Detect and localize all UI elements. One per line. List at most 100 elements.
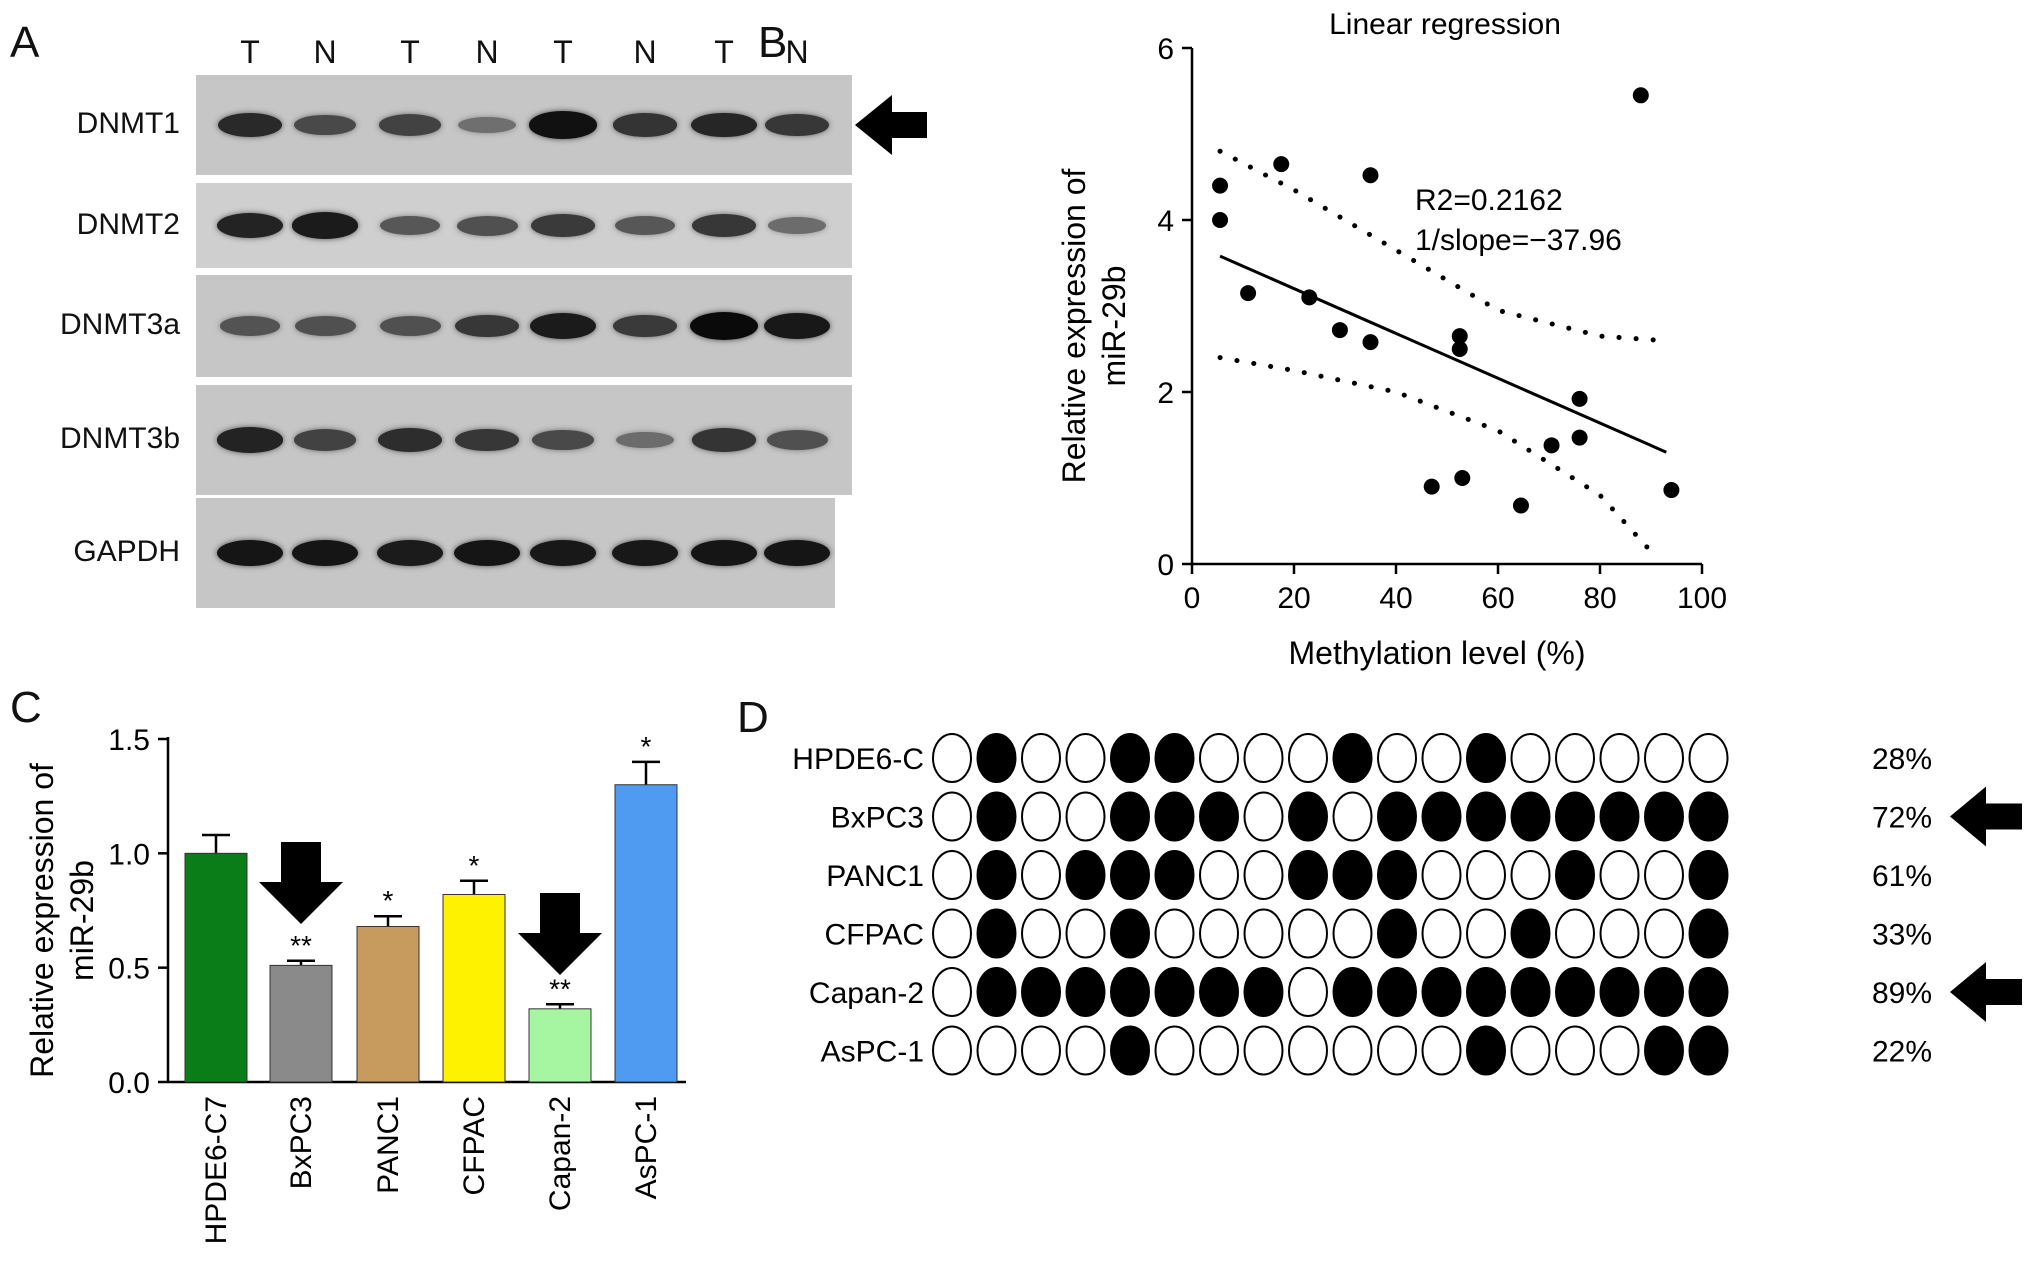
blot-band — [217, 427, 283, 453]
blot-band — [690, 539, 758, 567]
unmethylated-site — [1154, 908, 1195, 959]
blot-band — [453, 539, 521, 567]
methylated-site — [1110, 791, 1150, 842]
blot-band — [379, 215, 441, 236]
protein-label: DNMT3b — [59, 422, 180, 455]
methylated-site — [1688, 908, 1729, 959]
protein-label: DNMT1 — [76, 107, 180, 140]
unmethylated-site — [1243, 1025, 1284, 1076]
methylation-percent: 22% — [1872, 1036, 1932, 1069]
y-tick-label: 0 — [1157, 549, 1174, 582]
data-point — [1212, 177, 1229, 194]
protein-label: GAPDH — [73, 535, 180, 568]
unmethylated-site — [1644, 733, 1684, 783]
blot-band — [613, 314, 677, 338]
bar-aspc-1 — [614, 784, 678, 1083]
methylated-site — [1199, 791, 1239, 842]
methylated-site — [1110, 733, 1150, 783]
methylated-site — [1688, 791, 1729, 842]
r2-annotation: R2=0.2162 — [1415, 184, 1563, 217]
methylated-site — [976, 791, 1017, 842]
blot-band — [766, 430, 828, 450]
methylated-site — [976, 850, 1017, 900]
unmethylated-site — [1065, 1025, 1106, 1076]
y-tick-label: 4 — [1157, 205, 1174, 238]
data-point — [1331, 322, 1348, 339]
blot-band — [455, 428, 519, 452]
blot-band — [763, 539, 831, 567]
blot-band — [293, 429, 357, 451]
unmethylated-site — [1555, 1025, 1595, 1076]
unmethylated-site — [1332, 1025, 1373, 1076]
significance-label: * — [469, 850, 480, 881]
blot-band — [219, 316, 281, 336]
data-point — [1451, 328, 1468, 345]
ci-lower-band — [1217, 355, 1659, 560]
significance-label: ** — [549, 973, 571, 1004]
blot-band — [458, 116, 516, 134]
blot-band — [531, 214, 595, 237]
unmethylated-site — [1288, 733, 1328, 783]
y-tick-label: 1.0 — [108, 838, 150, 871]
blot-band — [532, 429, 594, 451]
unmethylated-site — [1154, 1025, 1195, 1076]
blot-band — [377, 428, 443, 452]
cell-line-label: AsPC-1 — [821, 1036, 924, 1069]
methylated-site — [1377, 791, 1417, 842]
methylated-site — [1466, 967, 1506, 1017]
protein-label: DNMT2 — [76, 207, 180, 241]
blot-band — [376, 539, 444, 567]
unmethylated-site — [1065, 791, 1106, 842]
blot-band — [455, 314, 519, 338]
data-point — [1454, 470, 1471, 486]
category-label: AsPC-1 — [630, 1096, 663, 1199]
cell-line-label: Capan-2 — [809, 977, 924, 1010]
lane-label-t: T — [240, 34, 260, 70]
blot-band — [611, 539, 679, 567]
x-tick-label: 40 — [1379, 582, 1412, 615]
data-point — [1512, 497, 1529, 514]
blot-band — [690, 312, 758, 340]
panel-letter-c: C — [10, 683, 42, 732]
methylated-site — [1065, 850, 1106, 900]
methylated-site — [1377, 850, 1417, 900]
regression-line — [1219, 254, 1667, 454]
data-point — [1632, 87, 1649, 104]
y-tick-label: 1.5 — [108, 724, 150, 757]
methylated-site — [1199, 967, 1239, 1017]
methylated-site — [1154, 733, 1195, 783]
left-arrow-icon — [1950, 962, 2022, 1022]
blot-band — [691, 112, 757, 138]
unmethylated-site — [1555, 908, 1595, 959]
methylated-site — [1644, 791, 1684, 842]
data-point — [1571, 429, 1588, 446]
methylated-site — [976, 967, 1017, 1017]
unmethylated-site — [1644, 908, 1684, 959]
methylated-site — [976, 908, 1017, 959]
down-arrow-icon — [518, 893, 602, 975]
unmethylated-site — [1021, 791, 1061, 842]
methylated-site — [1110, 908, 1150, 959]
panel-letter-b: B — [758, 18, 788, 67]
x-axis-label: Methylation level (%) — [1289, 635, 1586, 671]
lane-label-t: T — [553, 34, 573, 70]
methylated-site — [1021, 967, 1061, 1017]
unmethylated-site — [1599, 908, 1640, 959]
down-arrow-icon — [259, 842, 343, 924]
unmethylated-site — [1644, 850, 1684, 900]
cell-line-label: CFPAC — [825, 919, 924, 952]
unmethylated-site — [1021, 908, 1061, 959]
unmethylated-site — [1243, 908, 1284, 959]
category-label: PANC1 — [372, 1096, 405, 1194]
methylated-site — [1421, 967, 1462, 1017]
methylated-site — [1154, 967, 1195, 1017]
methylation-pattern-table: HPDE6-C 28% BxPC3 72% PANC1 61% CFPAC 33% Capan-… — [792, 733, 2022, 1076]
data-point — [1451, 341, 1468, 357]
blot-band — [291, 539, 359, 567]
bar-panc1 — [356, 926, 420, 1083]
unmethylated-site — [1332, 908, 1373, 959]
blot-band — [217, 212, 283, 239]
y-tick-label: 0.5 — [108, 953, 150, 986]
cell-line-label: BxPC3 — [831, 802, 924, 835]
